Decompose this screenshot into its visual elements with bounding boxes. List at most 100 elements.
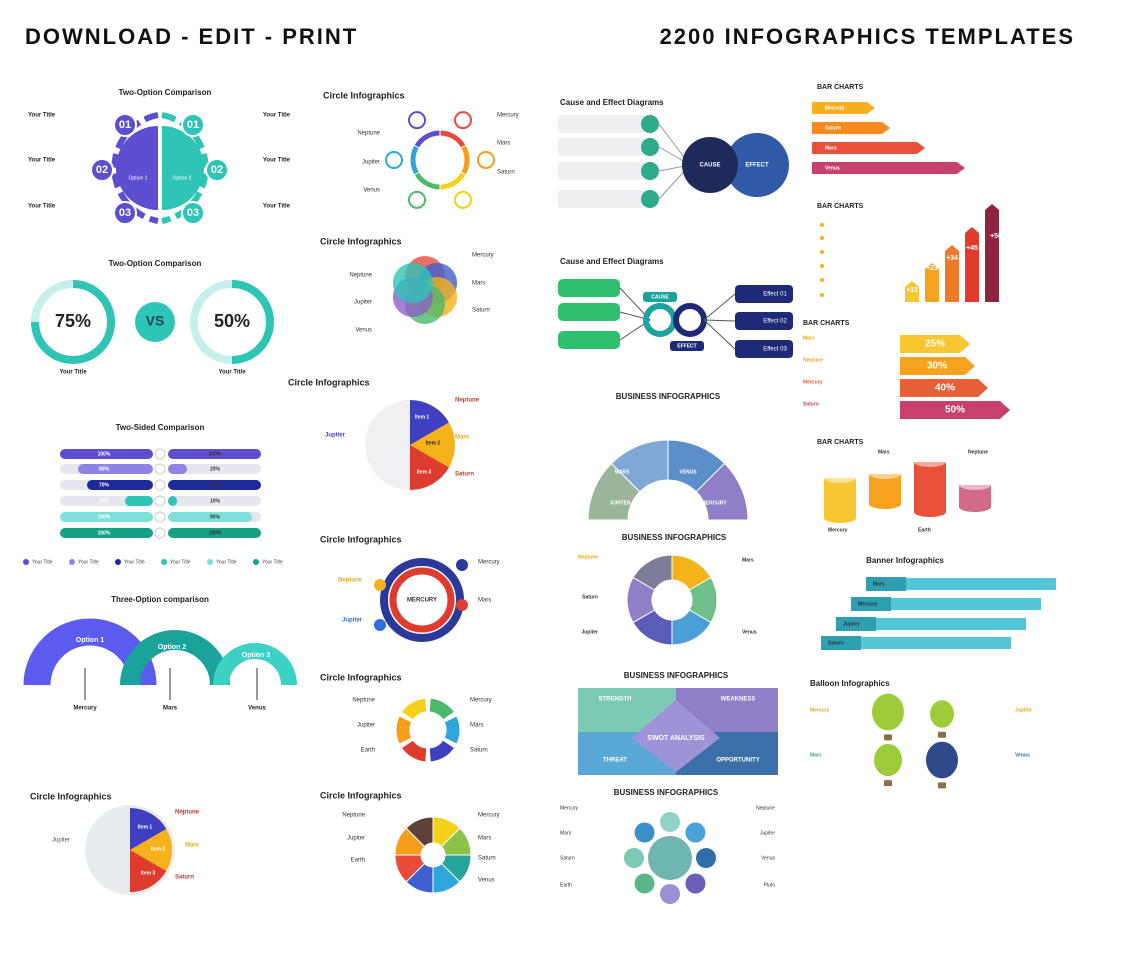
icon-circle	[408, 111, 426, 130]
banner-tag	[866, 577, 906, 591]
panel-title: BAR CHARTS	[817, 84, 864, 91]
legend-dot	[253, 559, 259, 565]
label: Saturn	[455, 472, 474, 478]
label: Jupiter	[342, 618, 363, 624]
label: WEAKNESS	[721, 697, 756, 703]
label: Venus	[825, 165, 840, 171]
label: 40%	[935, 383, 955, 394]
label: Saturn	[472, 308, 490, 314]
arrow-bar	[812, 162, 965, 174]
label: Mars	[478, 836, 491, 842]
banner-tag	[851, 597, 891, 611]
label: 10%	[210, 498, 221, 504]
cause-row	[558, 138, 646, 156]
connector	[703, 319, 736, 350]
label: 01	[187, 119, 199, 131]
label: Neptune	[357, 131, 380, 137]
label: 100%	[209, 530, 222, 536]
label: 02	[211, 164, 223, 176]
label: Mars	[810, 752, 822, 758]
panel-title: Circle Infographics	[320, 236, 402, 246]
bar	[168, 528, 261, 538]
balloon	[930, 700, 954, 728]
label: Effect 03	[763, 347, 787, 353]
label: 30%	[927, 361, 947, 372]
label: Venus	[742, 629, 757, 635]
panel-title: Circle Infographics	[320, 790, 402, 800]
effect-box	[735, 312, 793, 330]
track	[168, 464, 261, 474]
label: 50%	[214, 311, 250, 331]
icon-circle	[634, 822, 655, 843]
label: SWOT ANALYSIS	[647, 735, 705, 742]
label: Jupiter	[347, 836, 365, 842]
arrow-bar	[812, 102, 875, 114]
icon-circle	[454, 111, 472, 130]
panel-title: BAR CHARTS	[817, 439, 864, 446]
label: Jupiter	[357, 723, 375, 729]
icon-circle	[641, 190, 659, 208]
label: Your Title	[170, 559, 191, 565]
icon-circle	[685, 822, 706, 843]
label: Venus	[761, 855, 775, 861]
label: Mars	[873, 581, 885, 587]
badge	[374, 579, 386, 591]
label: Effect 02	[763, 319, 787, 325]
bar	[168, 464, 187, 474]
label: Neptune	[175, 810, 200, 816]
arrow-bar	[900, 357, 975, 375]
label: Earth	[351, 858, 365, 864]
basket	[884, 780, 892, 787]
label: 100%	[98, 530, 111, 536]
label: OPPORTUNITY	[716, 758, 759, 764]
icon-circle	[685, 873, 706, 894]
ring-segment	[632, 554, 673, 591]
bullet	[820, 250, 824, 254]
label: Mars	[825, 145, 837, 151]
balloon	[872, 693, 904, 731]
label: Item 2	[151, 846, 166, 852]
panel-title: Circle Infographics	[288, 377, 370, 387]
ring-segment	[443, 715, 461, 745]
index-dot	[154, 527, 166, 539]
label: Option 2	[158, 644, 186, 651]
panel-title: Cause and Effect Diagrams	[560, 257, 664, 266]
cause-box	[558, 331, 620, 349]
cylinder-top	[869, 469, 901, 479]
cylinder	[959, 485, 991, 507]
vs-circle	[135, 302, 175, 342]
panel-title: Three-Option comparison	[111, 595, 209, 604]
label: 100%	[98, 451, 111, 457]
label: CAUSE	[699, 163, 720, 169]
label: Jupiter	[52, 838, 70, 844]
number-badge	[90, 158, 114, 182]
banner-tag	[836, 617, 876, 631]
panel-title: Circle Infographics	[30, 791, 112, 801]
label: Option 3	[242, 652, 270, 659]
cause-row	[558, 162, 646, 180]
label: Jupiter	[362, 160, 380, 166]
basket	[938, 731, 946, 738]
bullet	[820, 236, 824, 240]
label: MERCURY	[407, 598, 437, 604]
label: Jupiter	[354, 300, 372, 306]
label: Jupiter	[581, 629, 598, 635]
legend-dot	[23, 559, 29, 565]
icon-circle	[624, 848, 644, 868]
label: Mercury	[828, 527, 848, 533]
center	[400, 578, 444, 622]
label: CAUSE	[651, 294, 669, 300]
icon-circle	[641, 138, 659, 156]
arrow-bar	[900, 401, 1010, 419]
cause-box	[558, 279, 620, 297]
arrow-bar	[900, 335, 970, 353]
ring-arc	[111, 112, 159, 224]
banner	[891, 598, 1041, 610]
tag	[670, 341, 704, 351]
label: Saturn	[828, 640, 844, 646]
label: +45	[966, 245, 978, 252]
connector	[703, 319, 736, 322]
label: Earth	[361, 748, 375, 754]
label: MARS	[615, 469, 630, 475]
label: Your Title	[263, 158, 291, 164]
